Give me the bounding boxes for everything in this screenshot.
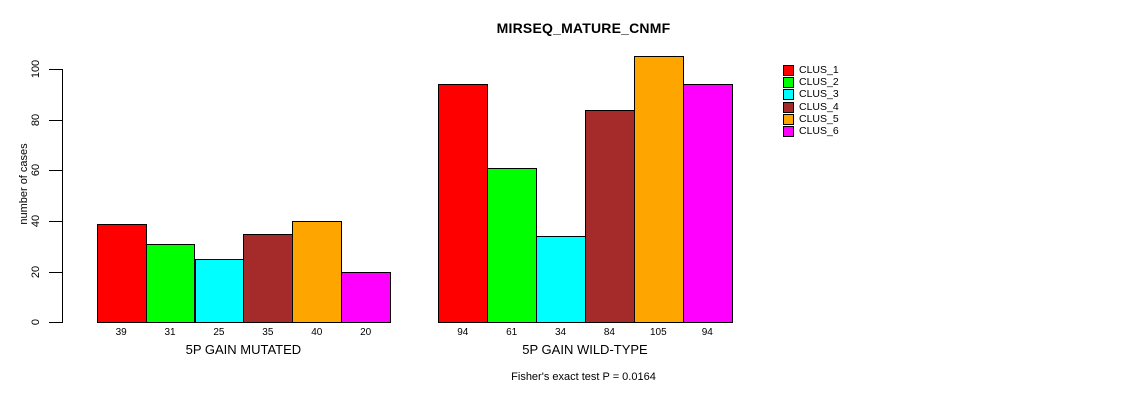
y-axis-tick-label: 20 xyxy=(30,265,42,278)
y-axis-tick-label: 60 xyxy=(30,164,42,177)
y-axis-tick xyxy=(49,69,63,70)
bar-value-label: 39 xyxy=(115,327,127,338)
y-axis-tick-label: 0 xyxy=(30,319,42,326)
group-label: 5P GAIN WILD-TYPE xyxy=(522,342,648,357)
bar-clus_1 xyxy=(438,84,489,324)
y-axis-tick xyxy=(49,271,63,273)
legend-item: CLUS_4 xyxy=(783,101,839,113)
bar-clus_3 xyxy=(194,258,245,324)
caption-fisher-test: Fisher's exact test P = 0.0164 xyxy=(511,371,656,383)
group-label: 5P GAIN MUTATED xyxy=(185,342,302,357)
legend-label: CLUS_2 xyxy=(799,76,839,89)
bar-value-label: 61 xyxy=(506,327,518,338)
bar-clus_4 xyxy=(243,233,294,324)
bar-value-label: 105 xyxy=(650,327,667,338)
legend-label: CLUS_5 xyxy=(799,113,839,126)
legend-item: CLUS_1 xyxy=(783,64,839,76)
y-axis-tick xyxy=(49,170,63,172)
bar-value-label: 35 xyxy=(262,327,274,338)
legend-label: CLUS_3 xyxy=(799,88,839,101)
bar-value-label: 25 xyxy=(213,327,225,338)
bar-value-label: 31 xyxy=(164,327,176,338)
bar-value-label: 34 xyxy=(554,327,567,338)
bar-clus_2 xyxy=(145,243,196,324)
legend-swatch xyxy=(783,76,794,88)
bar-value-label: 84 xyxy=(603,327,615,338)
y-axis-line xyxy=(62,69,63,324)
chart-title: MIRSEQ_MATURE_CNMF xyxy=(496,20,671,36)
bar-clus_2 xyxy=(487,167,538,324)
legend-item: CLUS_2 xyxy=(783,76,839,88)
y-axis-tick xyxy=(49,322,63,324)
bar-clus_4 xyxy=(585,109,635,324)
y-axis-tick-label: 80 xyxy=(30,113,42,126)
legend-swatch xyxy=(783,101,794,113)
legend-label: CLUS_1 xyxy=(799,63,839,76)
legend: CLUS_1 CLUS_2 CLUS_3 CLUS_4 CLUS_5 CLUS_6 xyxy=(783,64,839,138)
legend-item: CLUS_6 xyxy=(783,125,839,138)
bar-clus_6 xyxy=(341,271,392,324)
bar-clus_3 xyxy=(536,236,586,324)
y-axis-tick-label: 100 xyxy=(30,59,42,79)
y-axis-tick xyxy=(49,119,63,121)
bar-value-label: 94 xyxy=(457,327,469,338)
bar-value-label: 40 xyxy=(311,327,323,338)
y-axis-tick xyxy=(49,220,63,222)
legend-swatch xyxy=(783,113,794,125)
legend-item: CLUS_3 xyxy=(783,89,839,101)
bar-clus_5 xyxy=(292,220,343,324)
bar-clus_6 xyxy=(682,84,733,324)
legend-swatch xyxy=(783,89,794,101)
bar-value-label: 94 xyxy=(701,327,713,338)
legend-swatch xyxy=(783,64,794,76)
y-axis-tick-label: 40 xyxy=(30,214,42,228)
legend-label: CLUS_6 xyxy=(799,125,839,138)
legend-swatch xyxy=(783,126,794,138)
bar-clus_5 xyxy=(633,56,684,324)
bar-value-label: 20 xyxy=(360,327,372,338)
legend-item: CLUS_5 xyxy=(783,113,839,125)
bar-clus_1 xyxy=(96,223,147,324)
legend-label: CLUS_4 xyxy=(799,100,839,113)
